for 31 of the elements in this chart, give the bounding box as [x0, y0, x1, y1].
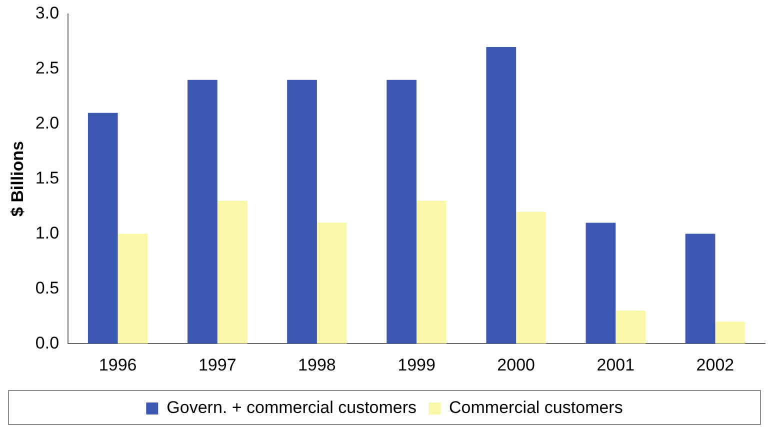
x-tick-label: 2002 [696, 355, 734, 374]
y-tick-label: 0.0 [35, 333, 60, 352]
x-tick-label: 2000 [497, 355, 535, 374]
bar [586, 222, 616, 344]
bar [416, 200, 446, 344]
bar [217, 200, 248, 344]
y-tick-label: 0.5 [35, 278, 60, 298]
x-tick-label: 2001 [596, 355, 635, 374]
y-tick-label: 3.0 [35, 4, 60, 23]
x-tick-label: 1998 [298, 355, 336, 374]
bar [685, 234, 716, 344]
y-tick-label: 1.0 [35, 223, 60, 242]
bar [516, 212, 546, 344]
y-tick-label: 2.5 [35, 58, 60, 78]
bar [715, 322, 746, 344]
bar [386, 80, 417, 344]
x-tick-label: 1996 [98, 355, 137, 374]
bar [316, 222, 347, 344]
y-axis-title: $ Billions [8, 141, 27, 217]
legend-label: Commercial customers [449, 398, 623, 418]
bar [88, 112, 118, 344]
y-tick-label: 1.5 [35, 168, 60, 188]
bar [287, 80, 317, 344]
bar [486, 46, 516, 344]
y-tick-label: 2.0 [35, 114, 60, 133]
bar [616, 310, 646, 344]
x-tick-label: 1999 [398, 355, 436, 374]
bar [188, 80, 218, 344]
x-tick-label: 1997 [198, 355, 236, 374]
legend-label: Govern. + commercial customers [166, 398, 417, 418]
bar [118, 234, 148, 344]
